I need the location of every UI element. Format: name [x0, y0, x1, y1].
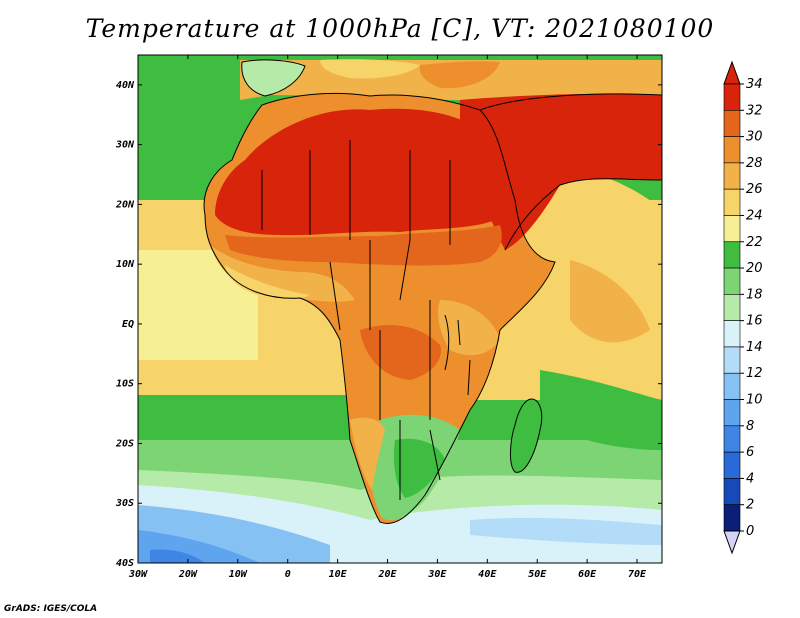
sahara-hot-zone: [215, 108, 497, 236]
lon-tick-label: 50E: [528, 569, 547, 580]
colorbar-label: 16: [746, 314, 763, 329]
lat-tick-label: 20S: [115, 438, 134, 449]
madagascar: [510, 399, 542, 473]
colorbar-label: 30: [746, 130, 763, 145]
map-title: Temperature at 1000hPa [C], VT: 20210801…: [85, 14, 715, 43]
map-frame: [137, 54, 663, 564]
lat-tick-label: 40N: [116, 80, 135, 91]
colorbar-swatch: [723, 83, 741, 111]
coastlines-and-borders: [203, 59, 663, 524]
colorbar-swatch: [723, 162, 741, 190]
colorbar-swatch: [723, 241, 741, 269]
colorbar-swatch: [723, 188, 741, 216]
colorbar-label: 24: [746, 208, 763, 223]
iberia: [241, 59, 305, 96]
colorbar-swatch: [723, 320, 741, 348]
colorbar-label: 20: [746, 261, 763, 276]
colorbar-label: 8: [746, 419, 754, 434]
colorbar-swatch: [723, 451, 741, 479]
lat-tick-label: 40S: [116, 558, 134, 569]
lon-tick-label: 10W: [229, 569, 248, 580]
lat-tick-label: 10S: [116, 379, 134, 390]
colorbar-swatch: [723, 109, 741, 137]
lon-tick-label: 10E: [329, 569, 348, 580]
lat-tick-label: 30S: [115, 498, 134, 509]
colorbar-label: 2: [746, 498, 754, 513]
colorbar-bottom-arrow: [723, 530, 741, 555]
colorbar-swatch: [723, 504, 741, 532]
colorbar-swatch: [723, 372, 741, 400]
colorbar-label: 32: [746, 103, 763, 118]
colorbar-swatch: [723, 478, 741, 506]
colorbar-label: 28: [746, 156, 763, 171]
lon-tick-label: 20W: [178, 569, 198, 580]
colorbar-swatch: [723, 346, 741, 374]
colorbar-swatch: [723, 294, 741, 321]
lon-tick-label: 30W: [128, 569, 148, 580]
colorbar-swatch: [723, 399, 741, 427]
colorbar-label: 22: [746, 235, 763, 250]
colorbar-label: 4: [746, 471, 754, 486]
colorbar-label: 10: [746, 393, 763, 408]
colorbar-label: 18: [746, 287, 763, 302]
map-plot-area: [138, 55, 663, 563]
colorbar-swatch: [723, 425, 741, 453]
colorbar-label: 26: [746, 182, 763, 197]
lat-tick-label: 20N: [115, 199, 135, 210]
arabia-landmass: [460, 93, 662, 250]
axis-ticks: 30W 20W 10W 0 10E 20E 30E 40E 50E 60E 70E 40N 30N 20N…: [115, 55, 662, 580]
colorbar-top-arrow: [723, 60, 741, 85]
colorbar-label: 6: [746, 445, 754, 460]
colorbar-label: 0: [746, 524, 754, 539]
cold-ocean-streak: [470, 517, 662, 545]
colorbar-swatch: [723, 215, 741, 243]
colorbar-label: 14: [746, 340, 763, 355]
lon-tick-label: 20E: [377, 569, 397, 580]
lon-tick-label: 70E: [628, 569, 647, 580]
lon-tick-label: 0: [285, 569, 291, 580]
lon-tick-label: 40E: [478, 569, 497, 580]
colorbar-swatch: [723, 136, 741, 164]
lon-tick-label: 60E: [578, 569, 597, 580]
grads-credit: GrADS: IGES/COLA: [4, 604, 98, 614]
lon-tick-label: 30E: [427, 569, 447, 580]
lat-tick-label: EQ: [122, 319, 134, 330]
lat-tick-label: 10N: [116, 259, 135, 270]
lat-tick-label: 30N: [115, 140, 135, 151]
colorbar-label: 34: [746, 77, 763, 92]
colorbar-swatch: [723, 267, 741, 295]
colorbar-label: 12: [746, 366, 763, 381]
